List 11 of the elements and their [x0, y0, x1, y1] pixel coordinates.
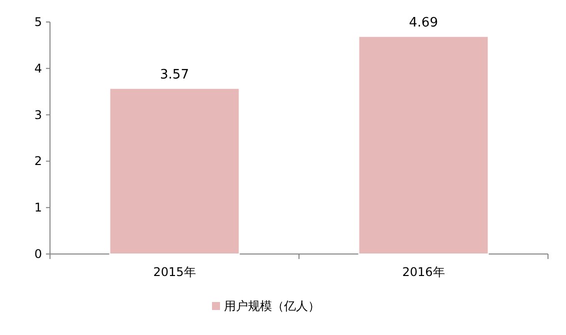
y-tick-label: 4 [34, 61, 42, 76]
data-label: 4.69 [409, 15, 438, 30]
y-tick-label: 1 [34, 200, 42, 215]
y-tick-label: 5 [34, 15, 42, 29]
x-tick-label: 2016年 [402, 265, 445, 279]
data-label: 3.57 [160, 67, 189, 82]
x-tick-label: 2015年 [153, 265, 196, 279]
y-tick-label: 0 [34, 247, 42, 261]
y-tick-label: 3 [34, 108, 42, 122]
legend-label: 用户规模（亿人） [224, 299, 320, 313]
y-tick-label: 2 [34, 154, 42, 168]
